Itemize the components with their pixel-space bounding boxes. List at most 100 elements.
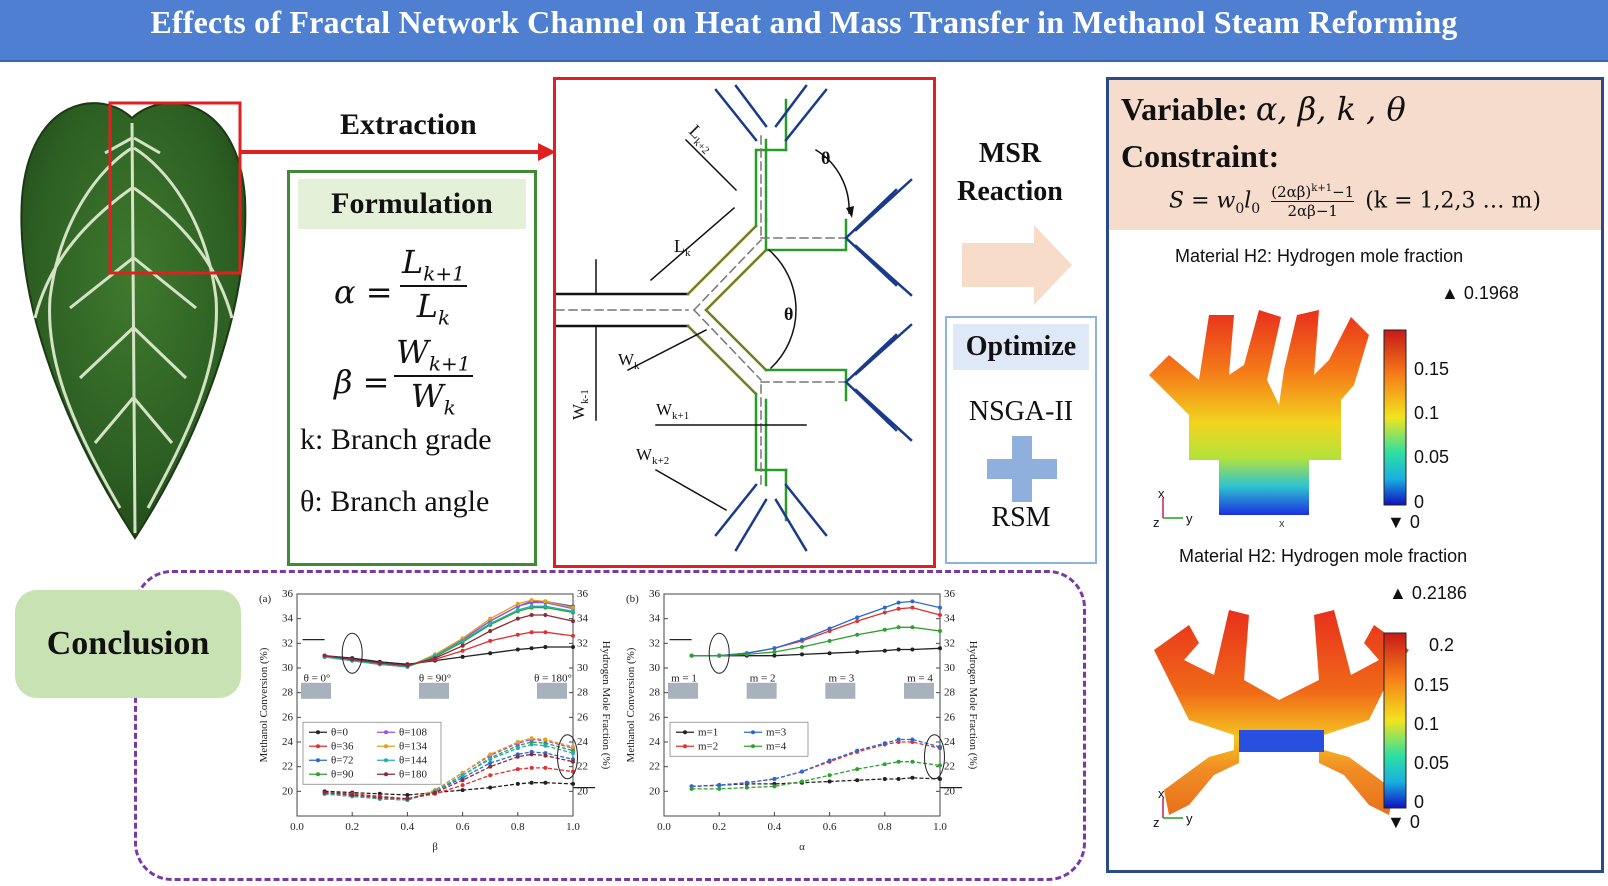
data-point-h2: [855, 778, 860, 783]
data-point-h2: [405, 793, 410, 798]
y-tick-label: 28: [282, 687, 294, 699]
data-point-h2: [488, 752, 493, 757]
data-point-h2: [689, 786, 694, 791]
data-point-h2: [896, 777, 901, 781]
legend-label: m=1: [698, 726, 718, 738]
x-tick-label: 1.0: [566, 821, 580, 833]
plot2-title: Material H2: Hydrogen mole fraction: [1179, 546, 1468, 566]
data-point-h2: [460, 783, 465, 788]
plot2-tick-2: 0.15: [1414, 675, 1450, 695]
plot1-max-label: ▲ 0.1968: [1441, 283, 1519, 303]
data-point-conversion: [910, 605, 915, 610]
data-point-conversion: [800, 645, 804, 650]
data-point-conversion: [717, 653, 722, 658]
data-point-conversion: [938, 646, 942, 651]
legend-label: θ=36: [331, 740, 354, 752]
data-point-conversion: [827, 638, 832, 643]
y-tick-label: 32: [282, 637, 293, 649]
data-point-h2: [515, 781, 520, 786]
plot1-tick-2: 0.1: [1414, 403, 1440, 423]
y-tick-label-right: 36: [944, 588, 956, 600]
data-point-h2: [800, 769, 804, 774]
title-bar: [0, 0, 1608, 62]
data-point-conversion: [910, 647, 915, 652]
data-point-conversion: [855, 632, 860, 637]
panel-label: (a): [259, 593, 272, 605]
plot1-axes-triad: x z y: [1153, 490, 1193, 530]
inset-geometry: [301, 682, 331, 699]
plot1-axis-z-label: z: [1153, 515, 1160, 530]
y-tick-label: 30: [649, 662, 661, 674]
y-tick-label-right: 32: [577, 637, 588, 649]
data-point-h2: [460, 778, 465, 783]
y-tick-label: 24: [282, 736, 294, 748]
panel-label: (b): [626, 593, 639, 605]
data-point-conversion: [882, 627, 887, 632]
legend-label: m=3: [766, 726, 787, 738]
data-point-h2: [938, 744, 942, 749]
data-point-h2: [529, 752, 534, 757]
data-point-conversion: [882, 605, 887, 610]
data-point-h2: [571, 759, 575, 764]
branch-grade-def: k: Branch grade: [300, 423, 492, 456]
y-tick-label-right: 32: [944, 637, 955, 649]
msr-reaction-label: MSR Reaction: [957, 138, 1063, 207]
inset-label: θ = 0°: [304, 673, 331, 685]
plot1-tick-3: 0.05: [1414, 447, 1450, 467]
x-axis-title: α: [799, 841, 805, 853]
legend-marker: [683, 744, 687, 749]
schematic-label-wk+2: Wk+2: [636, 445, 669, 467]
fractal-schematic: Lk+2 θ Lk θ Wk Wk-1 Wk+1 Wk+2: [554, 84, 913, 552]
data-point-h2: [529, 742, 534, 747]
data-point-h2: [377, 795, 382, 800]
plot2-tick-3: 0.1: [1414, 714, 1440, 734]
data-point-conversion: [689, 653, 694, 658]
data-point-conversion: [772, 653, 777, 658]
data-point-h2: [882, 741, 887, 746]
data-point-h2: [772, 784, 777, 789]
plot2-max-label: ▲ 0.2186: [1389, 583, 1467, 603]
legend: m=1 m=2 m=3 m=4: [669, 721, 809, 757]
data-point-h2: [515, 746, 520, 751]
series-line-h2: [324, 743, 574, 801]
plot2-hydrogen-map: [1154, 610, 1409, 815]
inset-geometry: [746, 682, 777, 699]
legend-marker: [384, 730, 388, 735]
data-point-h2: [827, 779, 832, 784]
y-tick-label: 30: [282, 662, 294, 674]
data-point-conversion: [405, 663, 410, 668]
legend-label: θ=108: [399, 726, 427, 738]
data-point-h2: [938, 763, 942, 768]
data-point-conversion: [529, 646, 534, 651]
data-point-h2: [827, 773, 832, 778]
inset-shape: [746, 682, 777, 699]
y-tick-label-right: 20: [944, 785, 956, 797]
data-point-h2: [896, 759, 901, 764]
inset-shape: [301, 682, 331, 699]
y-tick-label-right: 34: [577, 613, 589, 625]
plus-icon: [987, 436, 1057, 502]
data-point-conversion: [571, 645, 575, 650]
legend-label: θ=144: [399, 754, 427, 766]
schematic-label-lk2: Lk+2: [683, 121, 719, 157]
data-point-conversion: [377, 661, 382, 666]
data-point-conversion: [543, 604, 548, 609]
legend-marker: [751, 744, 755, 749]
y-tick-label: 28: [649, 687, 661, 699]
y-tick-label-right: 28: [577, 687, 589, 699]
x-tick-label: 0.2: [345, 821, 359, 833]
legend-label: θ=0: [331, 726, 348, 738]
plot1-hydrogen-map: x: [1149, 310, 1407, 530]
inset-label: m = 1: [671, 673, 697, 685]
schematic-label-wk-1: Wk-1: [569, 389, 591, 420]
data-point-h2: [488, 773, 493, 778]
legend: θ=0 θ=36 θ=72 θ=90 θ=108 θ=134 θ=144 θ=180: [302, 721, 442, 785]
inset-label: m = 4: [907, 673, 933, 685]
data-point-h2: [529, 780, 534, 785]
chart-a: (a) 20 20 22 22 24 24 26 26 28 28 30 30 32 32 34 34 36 36 0…: [258, 588, 612, 853]
data-point-conversion: [827, 626, 832, 631]
legend-label: θ=72: [331, 754, 353, 766]
x-tick-label: 0.8: [511, 821, 525, 833]
legend-marker: [316, 758, 320, 763]
formulation-panel: Formulation α = Lk+1 Lk β = Wk+1 Wk k: B…: [287, 170, 537, 566]
